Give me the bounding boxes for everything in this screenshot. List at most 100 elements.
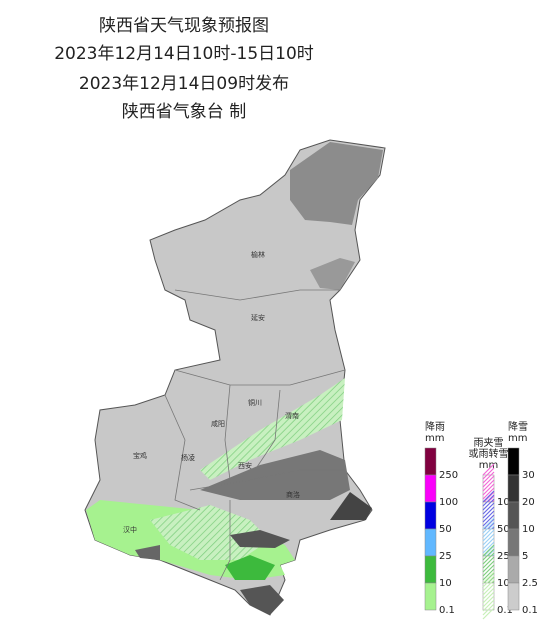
legend-tick-label: 2.5 xyxy=(522,578,538,589)
hatch-line xyxy=(482,568,495,581)
hatch-line xyxy=(482,552,495,565)
legend-swatch xyxy=(507,555,520,584)
hatch-line xyxy=(482,498,495,511)
legend-swatch xyxy=(424,447,437,476)
legend-swatch xyxy=(507,582,520,611)
city-label: 榆林 xyxy=(251,250,265,259)
snow-area xyxy=(230,530,290,548)
legend-tick-label: 10 xyxy=(497,578,510,589)
title-group: 陕西省天气现象预报图 2023年12月14日10时-15日10时 2023年12月1… xyxy=(54,16,314,122)
snow-area xyxy=(240,585,284,615)
city-label: 汉中 xyxy=(123,525,137,534)
city-label: 西安 xyxy=(238,461,252,470)
city-label: 杨凌 xyxy=(181,453,195,462)
title-line: 陕西省气象台 制 xyxy=(122,102,246,122)
hatch-line xyxy=(482,545,495,558)
legend-tick-label: 0.1 xyxy=(439,605,455,616)
legend-title: 降雪 xyxy=(508,420,528,433)
legend-swatch xyxy=(424,501,437,530)
hatch-line xyxy=(482,483,495,496)
snow-area xyxy=(310,258,355,290)
hatch-line xyxy=(482,579,495,592)
mixed-area xyxy=(200,378,345,480)
hatch-line xyxy=(482,587,495,600)
hatch-line xyxy=(482,506,495,519)
legend-tick-label: 5 xyxy=(522,551,528,562)
legend-swatch xyxy=(507,528,520,557)
legend-tick-label: 50 xyxy=(439,524,452,535)
city-label: 咸阳 xyxy=(211,419,225,428)
hatch-line xyxy=(482,475,495,488)
legend-title: mm xyxy=(425,433,444,444)
hatch-line xyxy=(482,518,495,531)
legend-swatch xyxy=(507,447,520,476)
legend-tick-label: 10 xyxy=(522,524,535,535)
legend-tick-label: 250 xyxy=(439,470,458,481)
boundaries xyxy=(164,289,346,581)
legend-tick-label: 50 xyxy=(497,524,510,535)
hatch-line xyxy=(482,599,495,612)
hatch-line xyxy=(482,533,495,546)
legend-tick-label: 0.1 xyxy=(522,605,538,616)
hatch-line xyxy=(482,479,495,492)
hatch-line xyxy=(482,572,495,585)
hatch-line xyxy=(482,556,495,569)
title-line: 2023年12月14日10时-15日10时 xyxy=(54,44,314,64)
hatch-line xyxy=(482,603,495,616)
hatch-line xyxy=(482,491,495,504)
hatch-line xyxy=(482,541,495,554)
legend-tick-label: 100 xyxy=(439,497,458,508)
legend-swatch xyxy=(424,582,437,611)
city-label: 宝鸡 xyxy=(133,451,147,460)
rain-area xyxy=(225,555,275,580)
hatch-line xyxy=(482,471,495,484)
city-label: 铜川 xyxy=(248,398,262,407)
legends: 降雨mm2501005025100.1雨夹雪或雨转雪mm1005025100.1… xyxy=(424,420,538,620)
legend-swatch xyxy=(424,528,437,557)
hatch-line xyxy=(482,487,495,500)
hatch-line xyxy=(482,595,495,608)
legend-swatch xyxy=(424,474,437,503)
legend-swatch xyxy=(507,501,520,530)
legend-tick-label: 25 xyxy=(497,551,510,562)
hatch-line xyxy=(482,463,495,476)
hatch-line xyxy=(482,571,495,584)
legend-tick-label: 20 xyxy=(522,497,535,508)
legend-tick-label: 100 xyxy=(497,497,516,508)
snow-area xyxy=(330,492,372,520)
hatch-line xyxy=(482,607,495,620)
legend-title: 雨夹雪 xyxy=(474,436,504,449)
hatch-line xyxy=(482,525,495,538)
legend-tick-label: 0.1 xyxy=(497,605,513,616)
city-label: 商洛 xyxy=(286,490,300,499)
hatch-line xyxy=(482,517,495,530)
hatch-line xyxy=(482,529,495,542)
hatch-line xyxy=(482,575,495,588)
legend-title: 降雨 xyxy=(425,420,445,433)
snow-area xyxy=(290,142,383,225)
legend-title: mm xyxy=(508,433,527,444)
hatch-line xyxy=(482,560,495,573)
hatch-line xyxy=(482,494,495,507)
legend-tick-label: 25 xyxy=(439,551,452,562)
legend-title: mm xyxy=(479,460,498,471)
hatch-line xyxy=(482,544,495,557)
city-label: 延安 xyxy=(251,313,265,322)
hatch-line xyxy=(482,583,495,596)
snow-area xyxy=(135,545,160,560)
legend-title: 或雨转雪 xyxy=(469,447,509,460)
hatch-line xyxy=(482,490,495,503)
hatch-line xyxy=(482,467,495,480)
hatch-line xyxy=(482,502,495,515)
hatch-line xyxy=(482,591,495,604)
title-line: 2023年12月14日09时发布 xyxy=(79,74,289,94)
title-line: 陕西省天气现象预报图 xyxy=(99,16,269,36)
hatch-line xyxy=(482,537,495,550)
hatch-line xyxy=(482,510,495,523)
hatch-line xyxy=(482,564,495,577)
legend-tick-label: 30 xyxy=(522,470,535,481)
hatch-line xyxy=(482,514,495,527)
